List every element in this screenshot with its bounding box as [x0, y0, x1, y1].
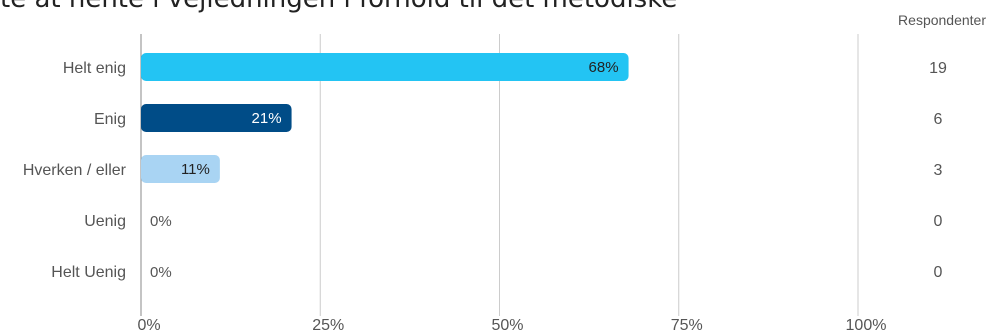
bar — [141, 104, 292, 132]
chart-title: te at hente i vejledningen i forhold til… — [0, 0, 677, 14]
respondents-header: Respondenter — [898, 12, 986, 28]
category-label: Helt Uenig — [51, 264, 126, 281]
value-label: 0% — [150, 264, 172, 281]
value-label: 11% — [181, 161, 210, 178]
respondent-count: 3 — [934, 162, 943, 179]
category-label: Enig — [94, 111, 126, 128]
value-label: 68% — [589, 59, 619, 76]
category-label: Uenig — [84, 213, 126, 230]
category-label: Hverken / eller — [23, 162, 127, 179]
x-tick-label: 75% — [671, 317, 703, 334]
category-label: Helt enig — [63, 60, 126, 77]
value-label: 0% — [150, 213, 172, 230]
x-tick-label: 100% — [846, 317, 887, 334]
x-tick-label: 0% — [137, 317, 160, 334]
respondent-count: 19 — [929, 60, 947, 77]
respondent-count: 6 — [934, 111, 943, 128]
x-tick-label: 25% — [312, 317, 344, 334]
x-tick-label: 50% — [491, 317, 523, 334]
respondent-count: 0 — [934, 264, 943, 281]
respondent-count: 0 — [934, 213, 943, 230]
axis-layer: 0% 25% 50% 75% 100% — [137, 317, 886, 334]
label-layer: Helt enig 68% 19 Enig 21% 6 Hverken / eller 11%… — [23, 59, 947, 281]
bar-layer — [141, 53, 629, 183]
value-label: 21% — [252, 110, 282, 127]
bar — [141, 155, 220, 183]
bar — [141, 53, 629, 81]
